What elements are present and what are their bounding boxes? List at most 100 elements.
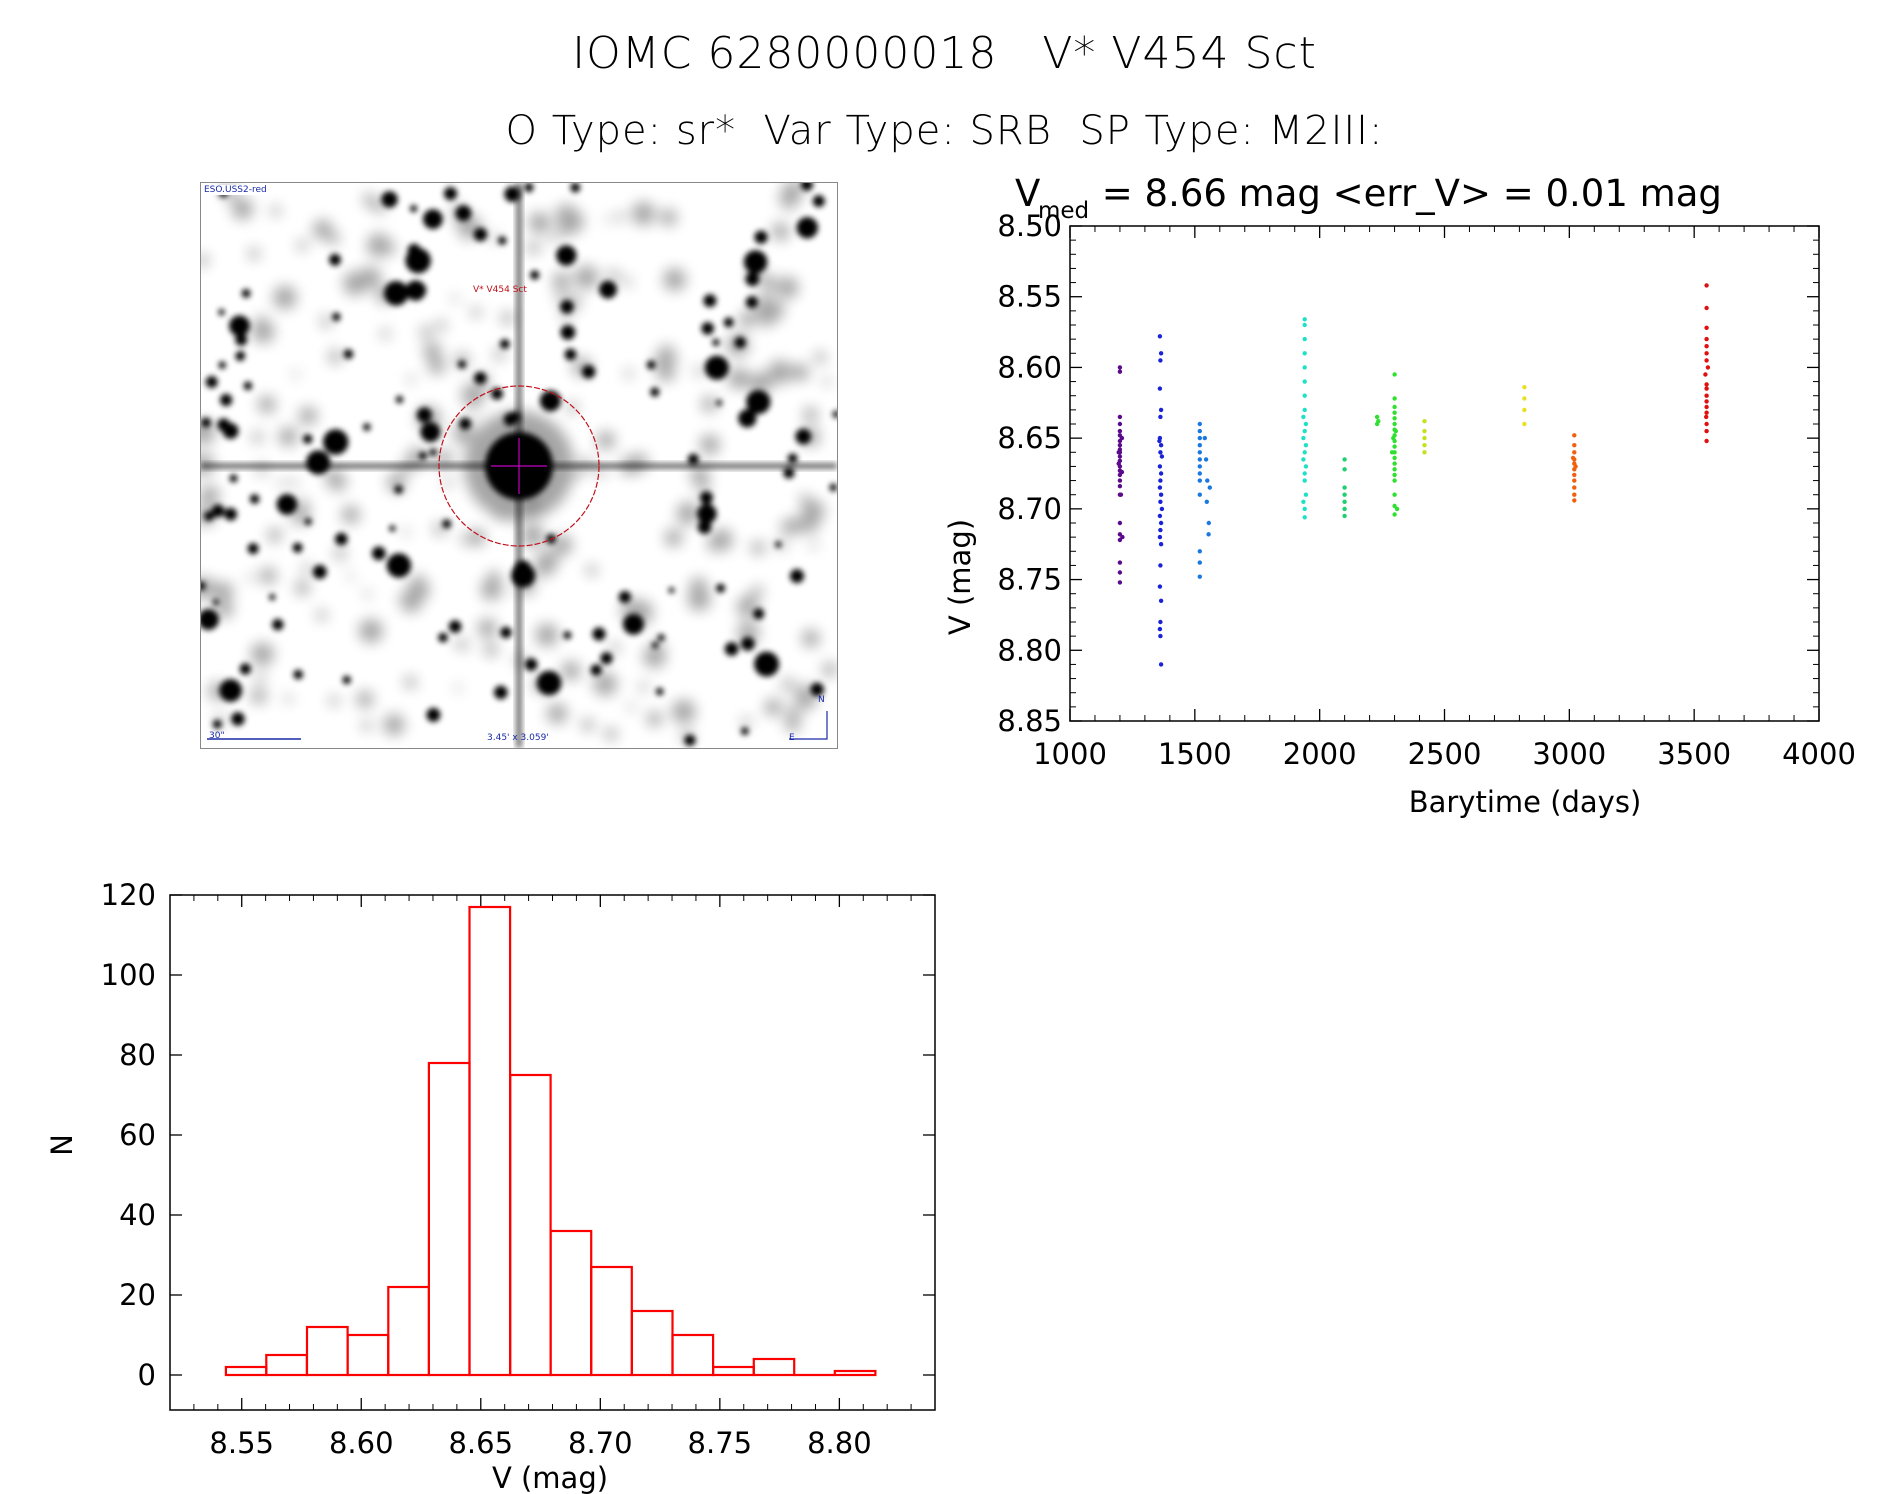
- nebula-blob: [302, 563, 313, 574]
- nebula-blob: [201, 576, 216, 600]
- star: [306, 450, 331, 475]
- nebula-blob: [799, 493, 809, 503]
- star: [524, 658, 538, 671]
- nebula-blob: [477, 618, 497, 638]
- star: [646, 360, 656, 370]
- light-curve-point: [1157, 464, 1163, 469]
- nebula-blob: [660, 209, 677, 226]
- star: [563, 631, 572, 640]
- x-tick-label: 3500: [1657, 737, 1731, 771]
- light-curve-point: [1392, 410, 1397, 415]
- star: [754, 230, 768, 244]
- y-tick-label: 60: [119, 1118, 156, 1152]
- nebula-blob: [406, 578, 430, 602]
- histogram-bar: [224, 1365, 268, 1377]
- light-curve-point: [1197, 471, 1202, 476]
- histogram-bar: [752, 1357, 796, 1377]
- star: [623, 613, 644, 635]
- light-curve-point: [1157, 626, 1163, 632]
- light-curve-point: [1117, 484, 1123, 489]
- star: [201, 417, 211, 428]
- nebula-blob: [484, 643, 498, 657]
- light-curve-point: [1704, 399, 1709, 404]
- nebula-blob: [699, 434, 720, 455]
- star: [650, 387, 660, 397]
- star: [746, 389, 771, 415]
- nebula-blob: [605, 216, 611, 223]
- nebula-blob: [297, 240, 308, 251]
- nebula-blob: [547, 703, 568, 724]
- star: [724, 642, 739, 656]
- nebula-blob: [407, 375, 415, 384]
- light-curve-point: [1572, 472, 1577, 478]
- light-curve-point: [1157, 334, 1163, 339]
- x-tick-label: 8.80: [807, 1426, 872, 1460]
- star: [442, 519, 452, 529]
- star: [302, 434, 313, 444]
- light-curve-point: [1704, 325, 1709, 330]
- star: [342, 675, 351, 685]
- nebula-blob: [404, 676, 417, 689]
- star: [212, 719, 222, 729]
- nebula-blob: [536, 550, 559, 573]
- sky-image-panel: ESO.USS2-red V* V454 Sct 30" 3.45' x 3.0…: [200, 182, 838, 749]
- star: [389, 525, 396, 532]
- light-curve-point: [1197, 560, 1202, 565]
- light-curve-point: [1158, 443, 1164, 448]
- star: [787, 453, 798, 464]
- nebula-blob: [383, 714, 405, 736]
- star: [796, 217, 818, 239]
- star: [423, 209, 443, 229]
- histogram-bar: [671, 1333, 715, 1377]
- light-curve-point: [1704, 283, 1709, 288]
- star: [218, 309, 225, 316]
- nebula-blob: [747, 592, 757, 601]
- star: [363, 423, 371, 431]
- light-curve-point: [1422, 443, 1427, 448]
- nebula-blob: [343, 271, 368, 296]
- star: [443, 187, 458, 201]
- star: [734, 336, 746, 349]
- star: [499, 339, 510, 349]
- light-curve-point: [1342, 499, 1347, 504]
- star: [222, 423, 239, 439]
- light-curve-point: [1119, 435, 1125, 441]
- star: [239, 663, 251, 675]
- light-curve-point: [1303, 464, 1309, 469]
- nebula-blob: [328, 349, 343, 364]
- nebula-blob: [356, 690, 374, 708]
- nebula-blob: [802, 629, 820, 648]
- nebula-blob: [727, 367, 750, 390]
- light-curve-point: [1158, 499, 1163, 504]
- nebula-blob: [384, 242, 396, 255]
- light-curve-point: [1117, 537, 1123, 543]
- nebula-blob: [527, 241, 540, 255]
- light-curve-point: [1422, 419, 1427, 424]
- star: [704, 355, 729, 380]
- light-curve-point: [1572, 498, 1577, 503]
- nebula-blob: [277, 479, 285, 487]
- nebula-blob: [359, 619, 383, 643]
- star: [668, 587, 675, 594]
- star: [455, 205, 472, 222]
- nebula-blob: [428, 357, 446, 375]
- nebula-blob: [581, 718, 594, 731]
- light-curve-series-5: [1342, 457, 1347, 519]
- y-tick-label: 80: [119, 1038, 156, 1072]
- light-curve-point: [1302, 351, 1307, 356]
- light-curve-frame: [1069, 225, 1820, 722]
- star: [699, 491, 713, 505]
- nebula-blob: [201, 485, 220, 506]
- light-curve-point: [1158, 450, 1163, 455]
- light-curve-point: [1197, 435, 1202, 441]
- star: [697, 520, 712, 534]
- light-curve-point: [1301, 435, 1306, 441]
- nebula-blob: [822, 377, 831, 386]
- star: [810, 682, 824, 697]
- nebula-blob: [631, 201, 656, 226]
- light-curve-title-rest: = 8.66 mag <err_V> = 0.01 mag: [1090, 172, 1722, 215]
- star: [703, 294, 717, 308]
- star: [800, 183, 813, 191]
- nebula-blob: [251, 320, 275, 343]
- nebula-blob: [803, 407, 818, 422]
